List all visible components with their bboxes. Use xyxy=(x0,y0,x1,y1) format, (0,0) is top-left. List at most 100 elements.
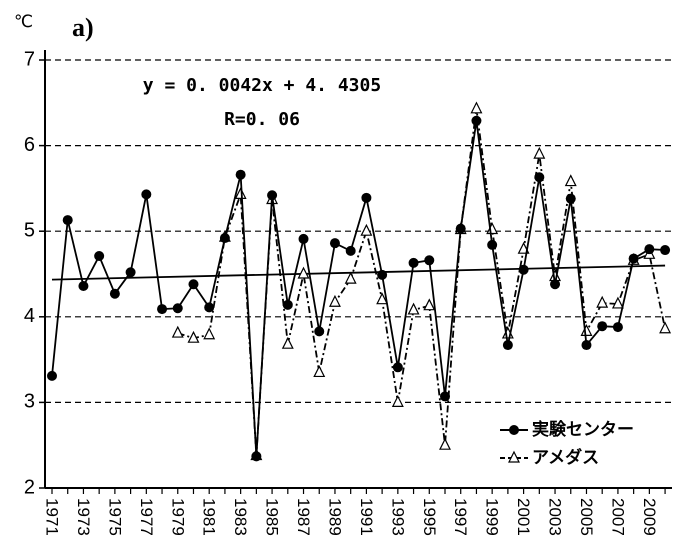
point xyxy=(580,324,593,336)
legend-label: アメダス xyxy=(532,447,599,468)
point xyxy=(251,451,262,462)
point xyxy=(62,215,73,226)
point xyxy=(455,223,466,234)
point xyxy=(550,279,561,290)
point xyxy=(234,187,247,199)
point xyxy=(423,298,436,311)
r-value: R=0. 06 xyxy=(224,109,300,130)
point xyxy=(360,223,373,236)
point xyxy=(565,193,576,204)
point xyxy=(611,296,624,309)
point xyxy=(187,330,200,343)
point xyxy=(376,292,389,305)
point xyxy=(125,267,136,278)
point xyxy=(328,294,341,307)
x-tick-label: 2009 xyxy=(640,498,659,536)
point xyxy=(508,450,520,463)
point xyxy=(281,336,294,349)
point xyxy=(329,238,340,249)
point xyxy=(564,174,577,187)
point xyxy=(282,299,293,310)
point xyxy=(518,264,529,275)
x-tick-label: 1981 xyxy=(200,498,219,536)
x-tick-label: 1971 xyxy=(43,498,62,536)
point xyxy=(171,325,184,338)
panel-label: a) xyxy=(72,13,94,42)
x-tick-label: 1997 xyxy=(451,498,470,536)
x-tick-label: 1973 xyxy=(74,498,93,536)
point xyxy=(502,340,513,351)
point xyxy=(314,326,325,337)
trend-line xyxy=(51,264,666,281)
point xyxy=(597,321,608,332)
y-tick-label: 4 xyxy=(24,305,35,327)
x-tick-label: 1983 xyxy=(231,498,250,536)
point xyxy=(628,253,639,264)
point xyxy=(313,365,326,378)
point xyxy=(391,395,404,407)
unit-label: ℃ xyxy=(14,12,33,32)
y-tick-label: 7 xyxy=(24,48,35,70)
point xyxy=(109,288,120,299)
point xyxy=(297,266,310,279)
point xyxy=(407,302,420,315)
point xyxy=(345,245,356,256)
x-tick-label: 1999 xyxy=(483,498,502,536)
point xyxy=(596,295,609,308)
equation: y = 0. 0042x + 4. 4305 xyxy=(143,75,381,96)
point xyxy=(344,271,357,284)
x-tick-label: 2001 xyxy=(514,498,533,536)
x-tick-label: 1993 xyxy=(388,498,407,536)
point xyxy=(533,146,546,159)
point xyxy=(204,302,215,313)
legend-label: 実験センター xyxy=(532,419,634,440)
point xyxy=(659,321,672,334)
series-line xyxy=(51,120,666,457)
point xyxy=(660,245,671,256)
point xyxy=(141,189,152,200)
point xyxy=(581,340,592,351)
x-tick-label: 1989 xyxy=(325,498,344,536)
x-tick-label: 1979 xyxy=(168,498,187,536)
x-tick-label: 1991 xyxy=(357,498,376,536)
x-tick-label: 1977 xyxy=(137,498,156,536)
point xyxy=(486,222,499,235)
y-tick-label: 5 xyxy=(24,219,35,241)
point xyxy=(471,115,482,126)
point xyxy=(509,425,519,435)
x-tick-label: 2003 xyxy=(546,498,565,536)
x-tick-label: 2007 xyxy=(608,498,627,536)
point xyxy=(188,279,199,290)
point xyxy=(644,244,655,255)
x-tick-label: 2005 xyxy=(577,498,596,536)
x-tick-label: 1975 xyxy=(105,498,124,536)
y-tick-label: 3 xyxy=(24,391,35,413)
point xyxy=(470,101,483,114)
point xyxy=(157,304,168,315)
point xyxy=(408,257,419,268)
point xyxy=(203,327,216,340)
point xyxy=(267,190,278,201)
y-tick-label: 6 xyxy=(24,134,35,156)
point xyxy=(235,169,246,180)
point xyxy=(392,362,403,373)
point xyxy=(440,391,450,402)
point xyxy=(172,303,183,314)
y-tick-label: 2 xyxy=(24,476,35,498)
point xyxy=(298,233,309,244)
point xyxy=(487,239,498,250)
point xyxy=(424,255,435,266)
point xyxy=(361,192,372,203)
point xyxy=(534,172,545,183)
x-tick-label: 1995 xyxy=(420,498,439,536)
x-tick-label: 1985 xyxy=(263,498,282,536)
point xyxy=(78,280,89,291)
point xyxy=(377,269,388,280)
point xyxy=(47,370,57,381)
point xyxy=(219,233,230,244)
point xyxy=(612,322,623,333)
series-line xyxy=(177,108,666,456)
point xyxy=(439,437,451,450)
x-tick-label: 1987 xyxy=(294,498,313,536)
